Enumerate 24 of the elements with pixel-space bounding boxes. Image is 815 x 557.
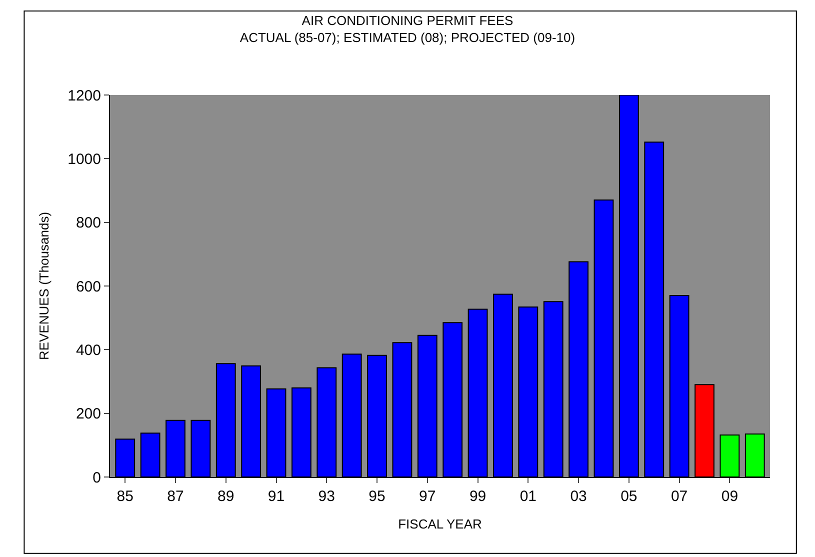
y-tick-label: 200 [76, 406, 101, 423]
y-tick-label: 0 [92, 469, 101, 486]
y-tick-label: 600 [76, 278, 101, 296]
y-tick-label: 400 [76, 342, 101, 359]
x-tick-label: 07 [670, 488, 688, 505]
x-tick-label: 01 [520, 488, 537, 505]
x-tick-label: 87 [167, 488, 184, 505]
x-tick-label: 03 [570, 488, 587, 505]
chart-title: AIR CONDITIONING PERMIT FEES [302, 13, 514, 28]
x-tick-label: 99 [469, 488, 486, 505]
y-tick-label: 1000 [68, 150, 101, 168]
x-tick-label: 89 [218, 488, 234, 505]
x-tick-label: 97 [419, 488, 436, 505]
chart-subtitle: ACTUAL (85-07); ESTIMATED (08); PROJECTED (09-10) [240, 30, 576, 45]
y-axis-title: REVENUES (Thousands) [36, 212, 52, 360]
y-tick-label: 800 [76, 214, 101, 232]
x-tick-label: 09 [721, 488, 738, 505]
x-tick-label: 85 [116, 488, 134, 505]
x-tick-label: 93 [318, 488, 335, 505]
x-tick-label: 05 [620, 488, 638, 505]
x-tick-label: 91 [268, 488, 285, 505]
x-tick-label: 95 [368, 488, 386, 505]
y-tick-label: 1200 [68, 87, 101, 104]
x-axis-title: FISCAL YEAR [398, 516, 482, 532]
